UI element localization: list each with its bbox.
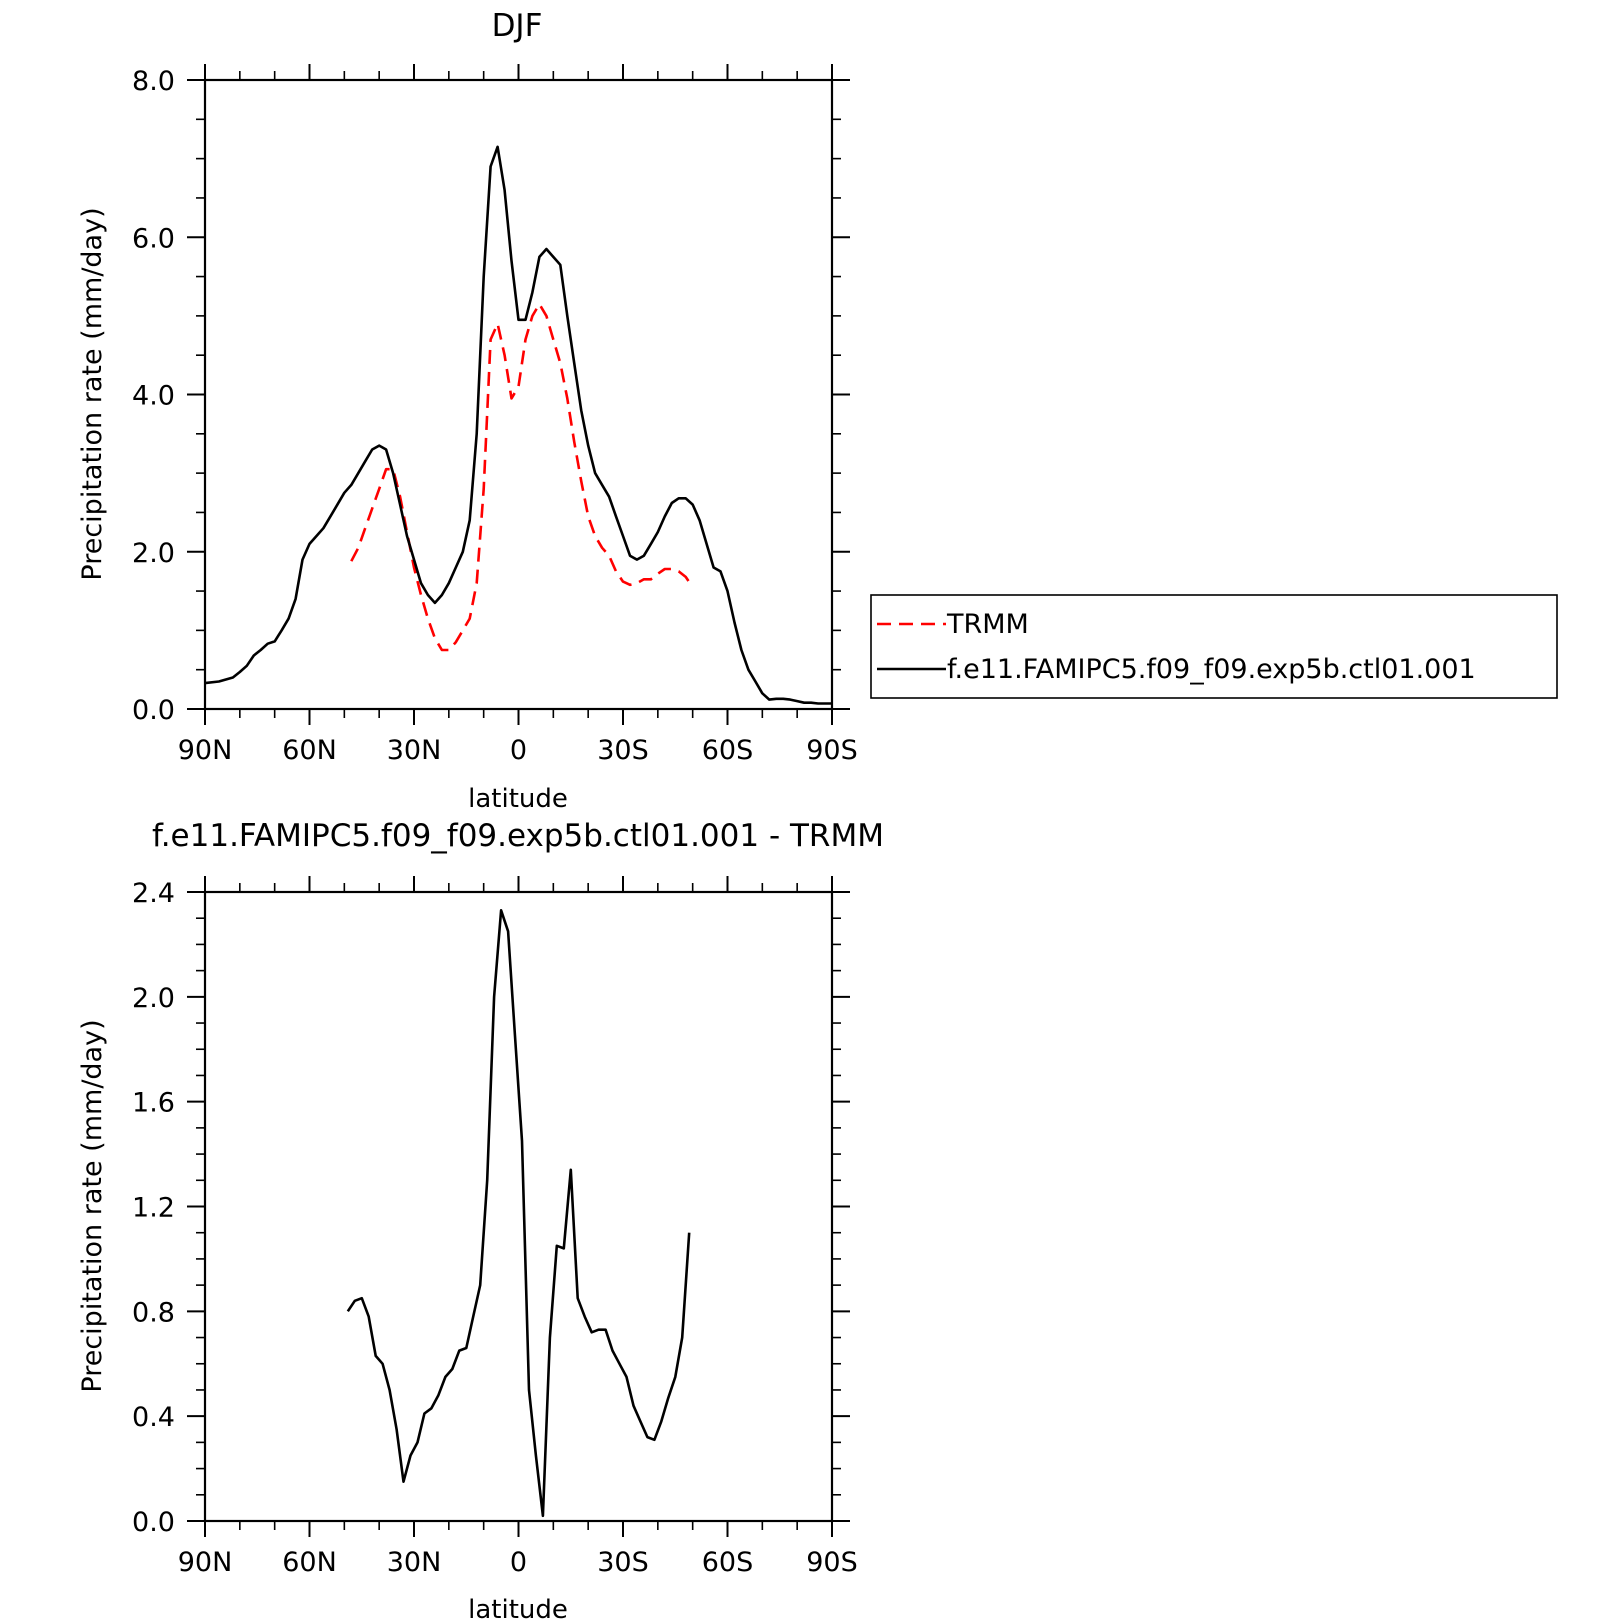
top-chart-x-axis-label: latitude bbox=[468, 784, 568, 814]
bottom-y-tick-label: 1.2 bbox=[132, 1193, 175, 1224]
top-y-tick-label: 6.0 bbox=[132, 223, 175, 254]
top-x-tick-label: 90S bbox=[806, 735, 858, 766]
top-y-tick-label: 8.0 bbox=[132, 66, 175, 97]
top-x-tick-label: 30N bbox=[387, 735, 442, 766]
top-y-tick-label: 2.0 bbox=[132, 538, 175, 569]
bottom-chart-x-axis-label: latitude bbox=[468, 1595, 568, 1624]
bottom-y-tick-label: 0.8 bbox=[132, 1297, 175, 1328]
top-series-line-trmm bbox=[350, 302, 694, 652]
top-chart-series bbox=[204, 145, 832, 705]
legend-label-model: f.e11.FAMIPC5.f09_f09.exp5b.ctl01.001 bbox=[947, 654, 1476, 685]
bottom-series-line-0 bbox=[346, 908, 691, 1518]
bottom-chart-series bbox=[346, 908, 691, 1518]
bottom-y-tick-label: 1.6 bbox=[132, 1088, 175, 1119]
bottom-chart-frame bbox=[203, 890, 834, 1523]
legend-box bbox=[870, 594, 1558, 699]
legend-label-trmm: TRMM bbox=[946, 609, 1029, 640]
bottom-x-tick-label: 0 bbox=[510, 1547, 527, 1578]
bottom-x-tick-label: 60N bbox=[282, 1547, 337, 1578]
bottom-chart: f.e11.FAMIPC5.f09_f09.exp5b.ctl01.001 - … bbox=[77, 818, 884, 1624]
bottom-y-tick-label: 2.0 bbox=[132, 983, 175, 1014]
top-chart-y-axis-label: Precipitation rate (mm/day) bbox=[77, 207, 108, 580]
top-x-tick-label: 60N bbox=[282, 735, 337, 766]
top-x-tick-label: 30S bbox=[597, 735, 649, 766]
bottom-y-tick-label: 2.4 bbox=[132, 878, 175, 909]
bottom-chart-ticks: 90N 60N 30N 0 30S 60S 90S 0.0 0.4 0.8 1.2 1.6 2.0 2.4 bbox=[132, 876, 858, 1578]
bottom-y-tick-label: 0.4 bbox=[132, 1402, 175, 1433]
bottom-x-tick-label: 90N bbox=[178, 1547, 233, 1578]
bottom-y-tick-label: 0.0 bbox=[132, 1507, 175, 1538]
top-series-line-f-e11-famipc5-f09-f09-exp5b-ctl01-001 bbox=[204, 145, 832, 705]
top-x-tick-label: 60S bbox=[702, 735, 754, 766]
top-x-tick-label: 0 bbox=[510, 735, 527, 766]
top-chart: DJF 90N 60N 30N 0 30S 60S 90S 0.0 2.0 4.0 6.0 8.0 P… bbox=[77, 8, 858, 814]
bottom-x-tick-label: 30N bbox=[387, 1547, 442, 1578]
top-chart-title: DJF bbox=[492, 8, 543, 44]
bottom-x-tick-label: 30S bbox=[597, 1547, 649, 1578]
legend: TRMM f.e11.FAMIPC5.f09_f09.exp5b.ctl01.0… bbox=[870, 594, 1558, 699]
top-y-tick-label: 4.0 bbox=[132, 381, 175, 412]
bottom-chart-y-axis-label: Precipitation rate (mm/day) bbox=[77, 1019, 108, 1392]
top-chart-ticks: 90N 60N 30N 0 30S 60S 90S 0.0 2.0 4.0 6.0 8.0 bbox=[132, 64, 858, 766]
top-x-tick-label: 90N bbox=[178, 735, 233, 766]
bottom-x-tick-label: 60S bbox=[702, 1547, 754, 1578]
top-chart-frame bbox=[203, 78, 834, 711]
top-y-tick-label: 0.0 bbox=[132, 695, 175, 726]
bottom-chart-title: f.e11.FAMIPC5.f09_f09.exp5b.ctl01.001 - … bbox=[152, 818, 884, 854]
bottom-x-tick-label: 90S bbox=[806, 1547, 858, 1578]
